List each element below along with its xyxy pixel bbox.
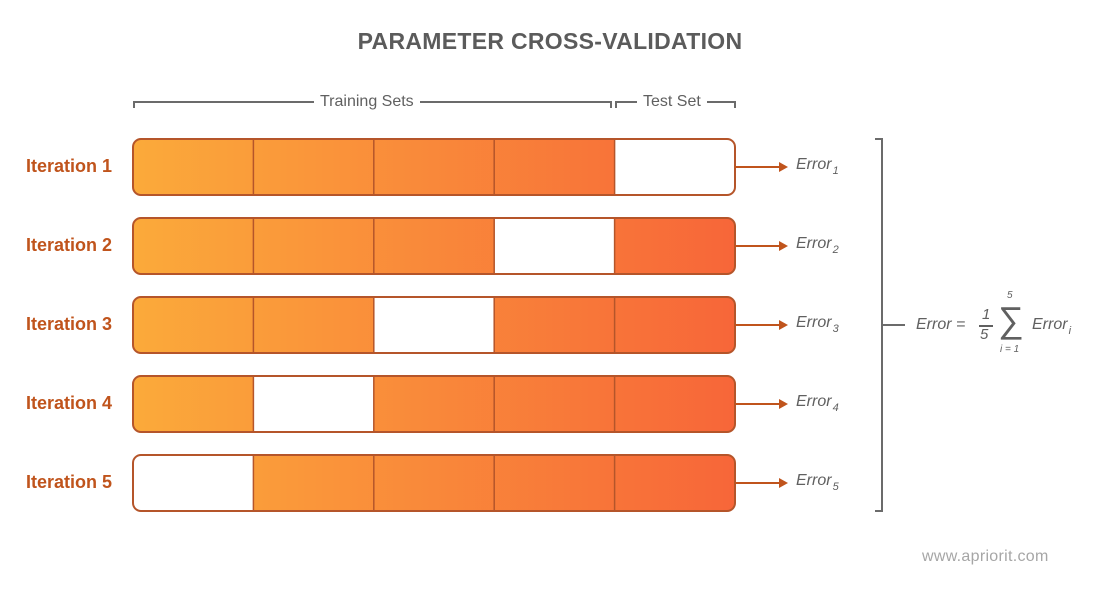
error-subscript: 3 xyxy=(832,323,839,335)
error-label-4: Error4 xyxy=(796,392,839,418)
error-label-3: Error3 xyxy=(796,313,839,339)
error-subscript: 2 xyxy=(832,244,839,256)
formula-term: Errori xyxy=(1032,316,1071,337)
formula-term-text: Error xyxy=(1032,316,1068,333)
training-fold xyxy=(494,297,615,353)
training-fold xyxy=(614,297,735,353)
iteration-label-1: Iteration 1 xyxy=(26,156,113,176)
training-fold xyxy=(494,139,615,195)
error-subscript: 1 xyxy=(832,165,839,177)
error-formula: Error = 1 5 5 ∑ i = 1 Errori xyxy=(916,290,1096,370)
training-fold xyxy=(614,376,735,432)
training-fold xyxy=(373,376,495,432)
training-sets-label: Training Sets xyxy=(314,92,420,112)
training-fold xyxy=(614,218,735,274)
training-fold xyxy=(373,455,495,511)
training-fold xyxy=(133,297,254,353)
formula-term-subscript: i xyxy=(1068,325,1072,337)
training-fold xyxy=(133,218,254,274)
iteration-row-1 xyxy=(132,138,788,196)
error-subscript: 5 xyxy=(832,481,839,493)
error-text: Error xyxy=(796,314,832,331)
test-fold xyxy=(614,139,735,195)
test-fold xyxy=(133,455,254,511)
training-fold xyxy=(133,139,254,195)
diagram-title: PARAMETER CROSS-VALIDATION xyxy=(357,28,743,54)
formula-denominator: 5 xyxy=(980,326,989,343)
training-fold xyxy=(373,139,495,195)
training-fold xyxy=(253,139,374,195)
training-fold xyxy=(614,455,735,511)
training-fold xyxy=(494,376,615,432)
error-text: Error xyxy=(796,472,832,489)
arrow-head-icon xyxy=(779,320,788,330)
formula-sum-lower: i = 1 xyxy=(1000,344,1020,355)
arrow-head-icon xyxy=(779,478,788,488)
iteration-row-2 xyxy=(132,217,788,275)
error-label-1: Error1 xyxy=(796,155,839,181)
iteration-label-5: Iteration 5 xyxy=(26,472,113,492)
iteration-label-4: Iteration 4 xyxy=(26,393,113,413)
error-label-5: Error5 xyxy=(796,471,839,497)
test-fold xyxy=(253,376,374,432)
formula-numerator: 1 xyxy=(982,306,991,323)
error-text: Error xyxy=(796,156,832,173)
arrow-head-icon xyxy=(779,241,788,251)
iteration-label-2: Iteration 2 xyxy=(26,235,113,255)
iteration-row-4 xyxy=(132,375,788,433)
formula-lhs: Error = xyxy=(916,316,966,333)
arrow-head-icon xyxy=(779,162,788,172)
test-fold xyxy=(494,218,615,274)
test-fold xyxy=(373,297,495,353)
iteration-row-3 xyxy=(132,296,788,354)
training-fold xyxy=(373,218,495,274)
training-fold xyxy=(133,376,254,432)
summation-bracket xyxy=(875,138,905,512)
iterations-layer xyxy=(132,138,788,512)
iteration-row-5 xyxy=(132,454,788,512)
error-subscript: 4 xyxy=(832,402,839,414)
error-label-2: Error2 xyxy=(796,234,839,260)
sigma-icon: ∑ xyxy=(998,299,1024,340)
formula-sum-upper: 5 xyxy=(1007,290,1013,301)
iteration-label-3: Iteration 3 xyxy=(26,314,113,334)
training-fold xyxy=(494,455,615,511)
formula-fraction-bar xyxy=(979,325,993,327)
arrow-head-icon xyxy=(779,399,788,409)
error-text: Error xyxy=(796,393,832,410)
watermark: www.apriorit.com xyxy=(922,548,1049,565)
training-fold xyxy=(253,455,374,511)
training-fold xyxy=(253,218,374,274)
error-text: Error xyxy=(796,235,832,252)
test-set-label: Test Set xyxy=(637,92,707,112)
training-fold xyxy=(253,297,374,353)
